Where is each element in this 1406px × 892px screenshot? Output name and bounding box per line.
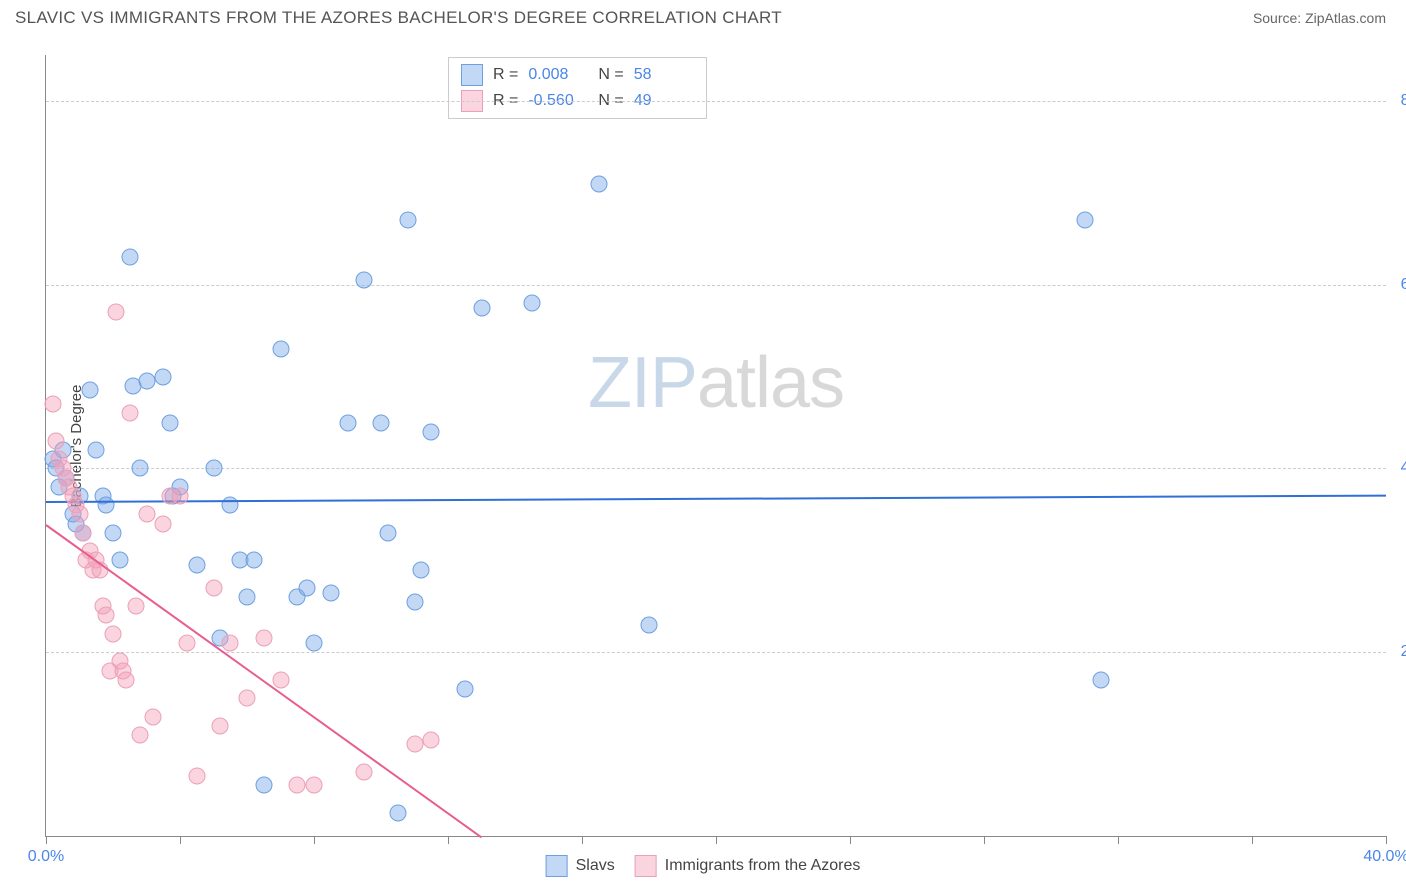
xtick: [1386, 836, 1387, 844]
data-point: [71, 506, 88, 523]
data-point: [406, 736, 423, 753]
data-point: [1093, 671, 1110, 688]
legend: Slavs Immigrants from the Azores: [546, 855, 861, 877]
swatch-slavs: [461, 64, 483, 86]
data-point: [255, 630, 272, 647]
data-point: [205, 460, 222, 477]
xtick: [984, 836, 985, 844]
data-point: [239, 690, 256, 707]
data-point: [399, 212, 416, 229]
data-point: [456, 681, 473, 698]
data-point: [138, 506, 155, 523]
data-point: [373, 414, 390, 431]
data-point: [105, 524, 122, 541]
data-point: [88, 442, 105, 459]
chart-area: Bachelor's Degree ZIPatlas R = 0.008 N =…: [45, 55, 1386, 837]
xtick-label: 40.0%: [1363, 848, 1406, 866]
data-point: [145, 708, 162, 725]
data-point: [98, 497, 115, 514]
data-point: [188, 556, 205, 573]
data-point: [161, 414, 178, 431]
gridline: [46, 468, 1386, 469]
data-point: [205, 579, 222, 596]
data-point: [155, 515, 172, 532]
data-point: [172, 488, 189, 505]
data-point: [523, 295, 540, 312]
data-point: [272, 341, 289, 358]
data-point: [423, 731, 440, 748]
data-point: [245, 552, 262, 569]
stats-box: R = 0.008 N = 58 R = -0.560 N = 49: [448, 57, 707, 119]
xtick: [850, 836, 851, 844]
data-point: [81, 382, 98, 399]
xtick: [716, 836, 717, 844]
data-point: [322, 584, 339, 601]
data-point: [356, 272, 373, 289]
source-label: Source: ZipAtlas.com: [1253, 10, 1386, 26]
stats-row-slavs: R = 0.008 N = 58: [461, 62, 694, 88]
ytick-label: 40.0%: [1401, 459, 1406, 477]
data-point: [339, 414, 356, 431]
data-point: [379, 524, 396, 541]
data-point: [222, 635, 239, 652]
data-point: [389, 805, 406, 822]
data-point: [473, 299, 490, 316]
xtick: [582, 836, 583, 844]
data-point: [239, 589, 256, 606]
trendline: [46, 494, 1386, 502]
data-point: [128, 598, 145, 615]
data-point: [299, 579, 316, 596]
swatch-slavs-icon: [546, 855, 568, 877]
swatch-azores-icon: [635, 855, 657, 877]
data-point: [108, 304, 125, 321]
data-point: [131, 460, 148, 477]
data-point: [255, 777, 272, 794]
data-point: [98, 607, 115, 624]
ytick-label: 80.0%: [1401, 92, 1406, 110]
data-point: [48, 432, 65, 449]
gridline: [46, 101, 1386, 102]
xtick: [46, 836, 47, 844]
data-point: [121, 405, 138, 422]
xtick: [1252, 836, 1253, 844]
ytick-label: 20.0%: [1401, 643, 1406, 661]
data-point: [406, 593, 423, 610]
data-point: [118, 671, 135, 688]
data-point: [111, 552, 128, 569]
data-point: [178, 635, 195, 652]
data-point: [188, 768, 205, 785]
data-point: [212, 717, 229, 734]
data-point: [1076, 212, 1093, 229]
data-point: [105, 625, 122, 642]
gridline: [46, 285, 1386, 286]
xtick-label: 0.0%: [28, 848, 64, 866]
xtick: [314, 836, 315, 844]
legend-item-azores: Immigrants from the Azores: [635, 855, 861, 877]
page-title: SLAVIC VS IMMIGRANTS FROM THE AZORES BAC…: [15, 8, 782, 28]
data-point: [306, 777, 323, 794]
xtick: [1118, 836, 1119, 844]
data-point: [423, 423, 440, 440]
data-point: [155, 368, 172, 385]
data-point: [289, 777, 306, 794]
data-point: [641, 616, 658, 633]
data-point: [356, 763, 373, 780]
ytick-label: 60.0%: [1401, 276, 1406, 294]
data-point: [413, 561, 430, 578]
data-point: [590, 175, 607, 192]
data-point: [44, 396, 61, 413]
data-point: [74, 524, 91, 541]
data-point: [138, 373, 155, 390]
xtick: [448, 836, 449, 844]
xtick: [180, 836, 181, 844]
gridline: [46, 652, 1386, 653]
legend-item-slavs: Slavs: [546, 855, 615, 877]
data-point: [121, 249, 138, 266]
data-point: [131, 726, 148, 743]
data-point: [306, 635, 323, 652]
watermark: ZIPatlas: [588, 342, 844, 424]
data-point: [272, 671, 289, 688]
plot-area: ZIPatlas R = 0.008 N = 58 R = -0.560 N =…: [45, 55, 1386, 837]
